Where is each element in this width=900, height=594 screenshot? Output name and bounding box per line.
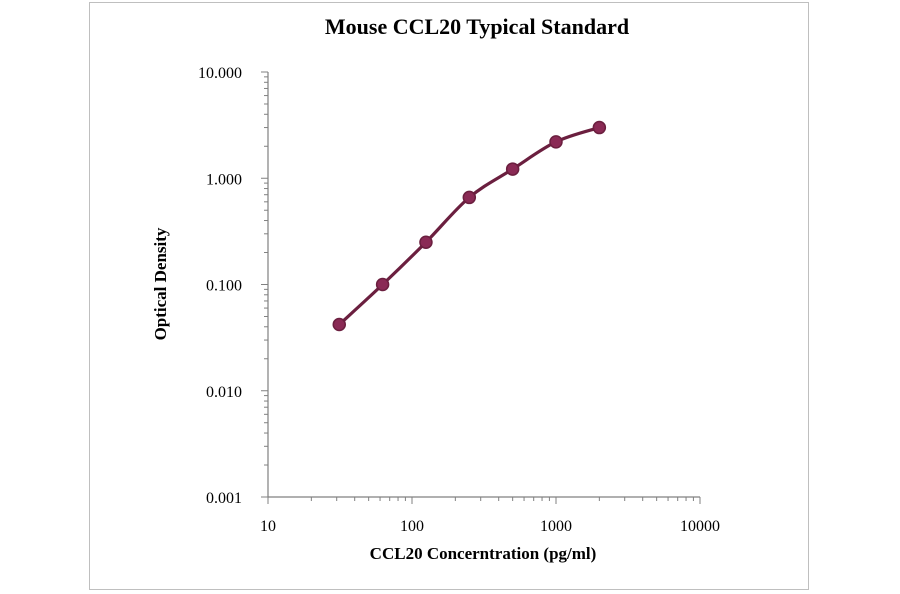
series-line (337, 125, 601, 327)
data-point (549, 135, 563, 149)
x-tick-label: 100 (400, 518, 424, 535)
data-point (462, 190, 477, 205)
chart-title: Mouse CCL20 Typical Standard (325, 14, 629, 39)
x-ticks (267, 497, 701, 504)
y-tick-label: 1.000 (206, 171, 242, 188)
chart-frame (89, 2, 809, 590)
y-tick-label: 0.100 (206, 278, 242, 295)
x-axis-label: CCL20 Concerntration (pg/ml) (370, 544, 597, 563)
y-tick-label: 10.000 (198, 65, 242, 82)
x-tick-labels: 10 100 1000 10000 (260, 518, 720, 535)
data-point (332, 317, 347, 332)
y-ticks (261, 71, 268, 498)
y-tick-label: 0.001 (206, 490, 242, 507)
y-axis-label: Optical Density (151, 227, 170, 340)
x-tick-label: 10 (260, 518, 276, 535)
data-point (505, 162, 520, 176)
x-tick-label: 10000 (680, 518, 720, 535)
series-layer (332, 120, 607, 332)
data-point (419, 235, 433, 249)
data-point (375, 277, 390, 292)
y-tick-labels: 10.000 1.000 0.100 0.010 0.001 (198, 65, 242, 507)
y-tick-label: 0.010 (206, 384, 242, 401)
x-tick-label: 1000 (540, 518, 572, 535)
data-point (592, 120, 607, 135)
